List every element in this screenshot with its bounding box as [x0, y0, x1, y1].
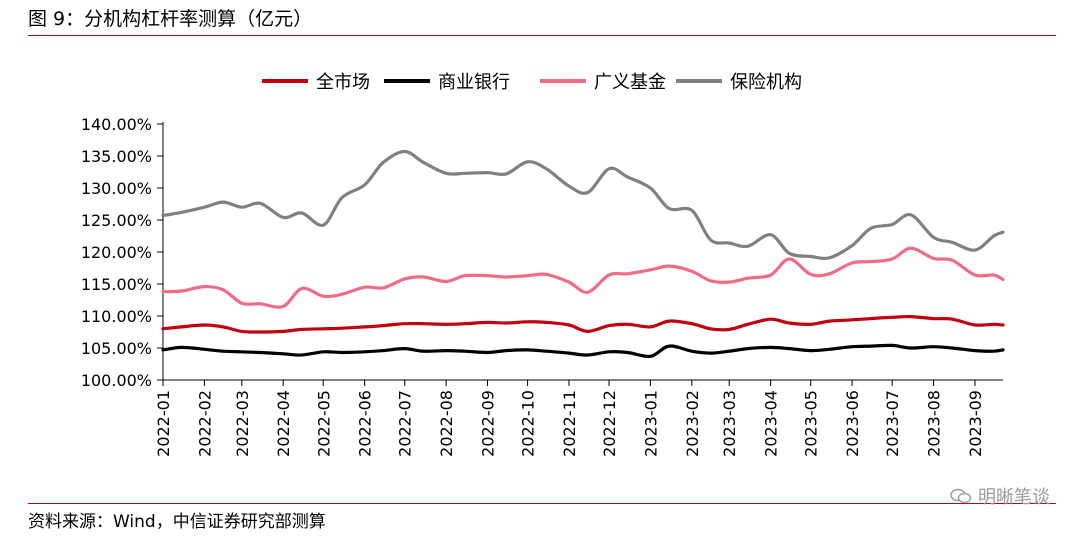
legend-label-2: 广义基金: [594, 72, 666, 93]
y-tick-label: 100.00%: [81, 371, 152, 390]
y-tick-label: 110.00%: [81, 307, 152, 326]
x-tick-label: 2022-12: [600, 390, 619, 457]
x-tick-label: 2023-02: [683, 390, 702, 457]
series-line-2: [161, 246, 1005, 309]
x-tick-label: 2022-09: [479, 390, 498, 457]
x-tick-label: 2022-01: [154, 390, 173, 457]
watermark-text: 明晰笔谈: [978, 487, 1050, 508]
x-tick-label: 2022-03: [233, 390, 252, 457]
x-tick-label: 2022-10: [519, 390, 538, 457]
x-tick-label: 2022-08: [437, 390, 456, 457]
y-tick-label: 105.00%: [81, 339, 152, 358]
plot-lines: [161, 149, 1005, 359]
x-tick-label: 2022-11: [560, 390, 579, 457]
chart-legend: 全市场 商业银行 广义基金 保险机构: [262, 72, 802, 93]
x-tick-label: 2023-05: [802, 390, 821, 457]
x-tick-label: 2022-05: [314, 390, 333, 457]
source-rule: [28, 503, 1056, 504]
source-note: 资料来源：Wind，中信证券研究部测算: [28, 512, 326, 532]
y-tick-label: 125.00%: [81, 211, 152, 230]
wechat-icon: [950, 488, 972, 504]
y-tick-label: 130.00%: [81, 179, 152, 198]
y-tick-label: 115.00%: [81, 275, 152, 294]
series-line-3: [161, 149, 1005, 261]
y-axis: 100.00% 105.00% 110.00% 115.00% 120.00% 125.0…: [81, 115, 164, 390]
x-tick-label: 2023-04: [762, 390, 781, 457]
y-tick-label: 135.00%: [81, 147, 152, 166]
y-tick-label: 120.00%: [81, 243, 152, 262]
x-tick-label: 2022-02: [195, 390, 214, 457]
x-tick-label: 2023-03: [720, 390, 739, 457]
x-tick-label: 2022-04: [274, 390, 293, 457]
series-line-0: [161, 314, 1005, 334]
x-tick-label: 2023-09: [966, 390, 985, 457]
x-tick-label: 2023-08: [925, 390, 944, 457]
y-tick-label: 140.00%: [81, 115, 152, 134]
watermark: 明晰笔谈: [950, 483, 1050, 509]
x-tick-label: 2023-07: [883, 390, 902, 457]
x-tick-label: 2022-06: [356, 390, 375, 457]
x-tick-label: 2023-01: [641, 390, 660, 457]
legend-label-3: 保险机构: [730, 72, 802, 93]
x-tick-label: 2022-07: [396, 390, 415, 457]
series-line-1: [161, 343, 1005, 359]
figure-title: 图 9：分机构杠杆率测算（亿元）: [28, 8, 313, 30]
legend-label-1: 商业银行: [438, 72, 510, 93]
x-axis: 2022-01 2022-02 2022-03 2022-04 2022-05 2022-…: [154, 379, 1003, 457]
legend-label-0: 全市场: [316, 72, 370, 93]
title-rule: [28, 35, 1056, 36]
x-tick-label: 2023-06: [843, 390, 862, 457]
